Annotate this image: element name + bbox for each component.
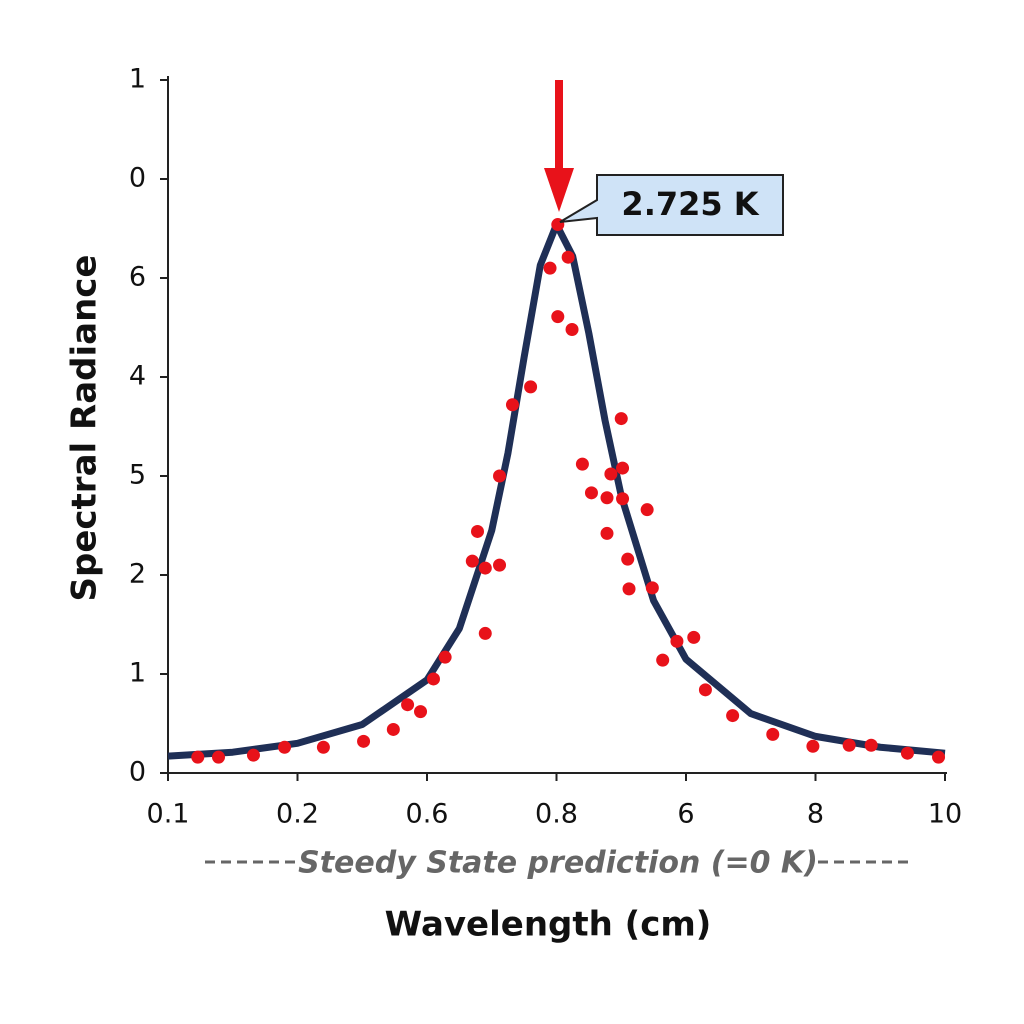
data-point <box>246 748 260 762</box>
x-tick-label: 6 <box>677 799 694 830</box>
y-tick-label: 0 <box>129 163 146 194</box>
y-tick-label: 1 <box>129 64 146 95</box>
data-point <box>670 634 684 648</box>
data-point <box>191 750 205 764</box>
callout-box <box>559 174 784 236</box>
data-point <box>687 630 701 644</box>
data-point <box>584 486 598 500</box>
data-point <box>640 503 654 517</box>
y-tick-label: 6 <box>129 262 146 293</box>
x-axis-title: Wavelength (cm) <box>385 905 712 945</box>
data-point <box>616 492 630 506</box>
x-tick-label: 0.6 <box>406 799 449 830</box>
data-point <box>212 750 226 764</box>
data-point <box>505 398 519 412</box>
data-point <box>524 380 538 394</box>
data-point <box>465 554 479 568</box>
data-point <box>357 734 371 748</box>
data-point <box>600 491 614 505</box>
data-point <box>278 740 292 754</box>
data-point <box>864 738 878 752</box>
data-point <box>478 561 492 575</box>
y-axis-title: Spectral Radiance <box>65 255 105 602</box>
data-point <box>622 582 636 596</box>
data-point <box>478 626 492 640</box>
data-point <box>426 672 440 686</box>
x-tick-label: 0.1 <box>147 799 190 830</box>
data-point <box>575 457 589 471</box>
data-point <box>614 412 628 426</box>
y-tick-label: 2 <box>129 559 146 590</box>
data-point <box>766 727 780 741</box>
data-point <box>565 322 579 336</box>
data-point <box>401 698 415 712</box>
y-tick-label: 0 <box>129 757 146 788</box>
data-point <box>561 250 575 264</box>
data-point <box>386 722 400 736</box>
data-point <box>551 310 565 324</box>
data-point <box>471 524 485 538</box>
data-point <box>726 709 740 723</box>
data-point <box>842 738 856 752</box>
data-point <box>698 683 712 697</box>
note: Steedy State prediction (=0 K) <box>298 846 818 881</box>
data-point <box>645 581 659 595</box>
x-tick-label: 10 <box>928 799 962 830</box>
data-point <box>656 653 670 667</box>
x-tick-label: 0.2 <box>276 799 319 830</box>
data-point <box>493 469 507 483</box>
x-tick-label: 8 <box>807 799 824 830</box>
y-tick-label: 1 <box>129 658 146 689</box>
data-point <box>900 746 914 760</box>
x-tick-label: 0.8 <box>535 799 578 830</box>
y-tick-label: 5 <box>129 460 146 491</box>
data-point <box>621 552 635 566</box>
annotation: 2.725 K <box>621 185 759 223</box>
data-point <box>438 650 452 664</box>
data-point <box>616 461 630 475</box>
fit-curve <box>167 221 946 760</box>
data-point <box>543 261 557 275</box>
data-point <box>493 558 507 572</box>
arrow-head <box>544 168 574 212</box>
y-tick-label: 4 <box>129 361 146 392</box>
data-point <box>806 739 820 753</box>
data-point <box>604 467 618 481</box>
data-point <box>600 526 614 540</box>
data-point <box>932 750 946 764</box>
data-point <box>316 740 330 754</box>
data-point <box>414 705 428 719</box>
